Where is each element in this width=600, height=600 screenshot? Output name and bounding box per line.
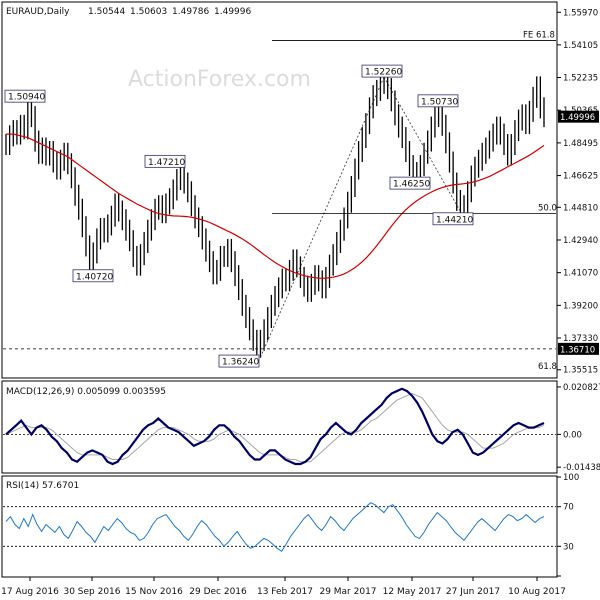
fifty-level-label: 50.0: [538, 204, 557, 214]
support-price-label: 1.36710: [560, 345, 595, 355]
rsi-y-tick-label: 30: [563, 542, 574, 552]
ohlc-high: 1.50603: [130, 7, 167, 17]
chart-title: EURAUD,Daily: [6, 7, 70, 17]
x-tick-label: 29 Dec 2016: [189, 587, 247, 597]
x-tick-label: 15 Nov 2016: [125, 587, 183, 597]
y-tick-label: 1.52235: [563, 74, 598, 84]
y-tick-label: 1.46625: [563, 172, 598, 182]
label-high-may-box: [361, 64, 403, 78]
y-tick-label: 1.42940: [563, 236, 598, 246]
macd-line: [5, 387, 545, 466]
x-tick-label: 13 Feb 2017: [257, 587, 313, 597]
x-tick-label: 17 Aug 2016: [1, 587, 59, 597]
y-tick-label: 1.37330: [563, 334, 598, 344]
label-high-aug-box: [4, 89, 46, 103]
label-low-jun: 1.46250: [393, 180, 430, 190]
label-high-dec: 1.47210: [148, 158, 185, 168]
macd-y-tick-label: -0.014386: [563, 463, 600, 473]
label-low-jun-box: [389, 176, 431, 190]
sma-line: [6, 133, 545, 279]
label-high-jun: 1.50730: [421, 97, 458, 107]
macd-y-tick-label: 0.020827: [563, 383, 600, 393]
x-tick-label: 27 Jun 2017: [446, 587, 500, 597]
rsi-y-tick-label: 70: [563, 503, 574, 513]
label-low-jul-box: [432, 212, 474, 226]
label-high-may: 1.52260: [365, 68, 402, 78]
y-tick-label: 1.41070: [563, 269, 598, 279]
macd-y-tick-label: 0.00: [563, 430, 582, 440]
y-tick-label: 1.39200: [563, 301, 598, 311]
label-high-dec-box: [144, 154, 186, 168]
y-tick-label: 1.54105: [563, 41, 598, 51]
label-low-jul: 1.44210: [436, 215, 473, 225]
y-tick-label: 1.55970: [563, 8, 598, 18]
x-tick-label: 10 Aug 2017: [508, 587, 566, 597]
macd-title: MACD(12,26,9) 0.005099 0.003595: [6, 387, 166, 397]
y-tick-label: 1.48495: [563, 139, 598, 149]
watermark: ActionForex.com: [128, 67, 311, 92]
label-low-feb-box: [218, 354, 260, 368]
sixtyone-level-label: 61.8: [538, 362, 557, 372]
x-tick-label: 29 Mar 2017: [319, 587, 376, 597]
label-high-aug: 1.50940: [8, 93, 45, 103]
y-tick-label: 1.44810: [563, 203, 598, 213]
x-tick-label: 30 Sep 2016: [63, 587, 120, 597]
support-price-box: [558, 342, 599, 355]
last-price-box: [558, 110, 599, 123]
label-high-jun-box: [417, 94, 459, 108]
ohlc-low: 1.49786: [172, 7, 209, 17]
y-tick-label: 1.35515: [563, 366, 598, 376]
ohlc-close: 1.49996: [214, 7, 251, 17]
rsi-title: RSI(14) 57.6701: [6, 481, 79, 491]
ohlc-open: 1.50544: [88, 7, 125, 17]
label-low-feb: 1.36240: [222, 358, 259, 368]
rsi-y-tick-label: 100: [563, 473, 579, 483]
fib-retrace-line: [383, 76, 465, 218]
macd-panel-frame: [1, 380, 558, 474]
rsi-line: [5, 502, 545, 553]
last-price-label: 1.49996: [560, 113, 595, 123]
fib-projection-line: [260, 76, 385, 358]
rsi-panel-frame: [1, 475, 558, 578]
x-tick-label: 12 May 2017: [383, 587, 442, 597]
label-low-nov: 1.40720: [76, 272, 113, 282]
label-low-nov-box: [72, 269, 114, 283]
main-panel-frame: [1, 1, 558, 379]
fe-level-label: FE 61.8: [523, 31, 555, 41]
